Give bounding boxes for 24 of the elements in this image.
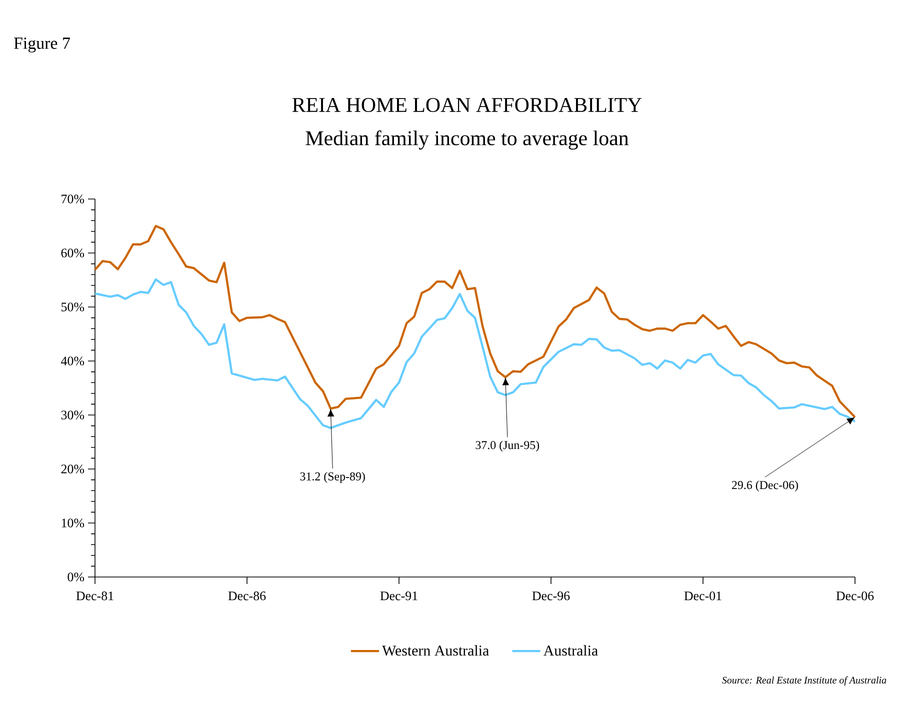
- y-tick-label: 0%: [68, 572, 84, 582]
- y-tick-label: 20%: [61, 464, 84, 474]
- y-tick-label: 70%: [62, 194, 84, 204]
- x-tick-label: Dec-81: [76, 592, 114, 600]
- x-tick-label: Dec-01: [684, 592, 722, 600]
- chart-subtitle: Median family income to average loan: [306, 130, 629, 150]
- line-series: [94, 278, 856, 430]
- x-tick-label: Dec-86: [228, 592, 266, 600]
- annotation: 29.6 (Dec-06): [732, 480, 798, 492]
- x-tick-label: Dec-06: [836, 592, 874, 600]
- x-tick-label: Dec-96: [532, 592, 570, 600]
- y-tick-label: 60%: [61, 248, 84, 258]
- y-tick-label: 50%: [62, 302, 84, 312]
- legend-label: Western Australia: [382, 645, 489, 656]
- caption: Figure 7: [14, 38, 70, 52]
- legend-label: Australia: [543, 645, 598, 656]
- source-note: Source: Real Estate Institute of Australia: [722, 676, 886, 686]
- x-tick-label: Dec-91: [380, 592, 418, 600]
- y-tick-label: 40%: [61, 356, 84, 366]
- annotation: 31.2 (Sep-89): [300, 472, 365, 483]
- chart-title: REIA HOME LOAN AFFORDABILITY: [292, 98, 642, 112]
- y-tick-label: 10%: [62, 518, 84, 528]
- annotation: 37.0 (Jun-95): [476, 440, 540, 452]
- y-tick-label: 30%: [61, 410, 84, 420]
